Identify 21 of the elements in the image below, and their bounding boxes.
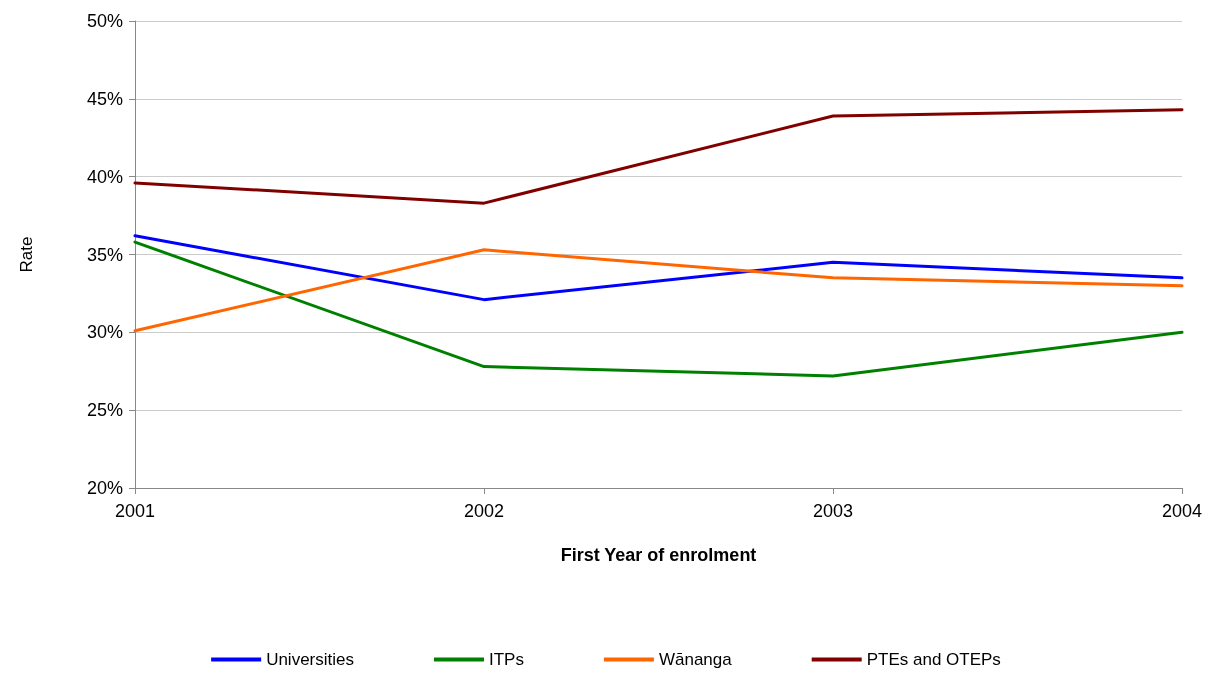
y-tick-label: 45% bbox=[86, 88, 123, 109]
line-series bbox=[133, 108, 1184, 205]
legend-label: Universities bbox=[266, 650, 354, 669]
x-axis-title: First Year of enrolment bbox=[560, 545, 757, 565]
line-series bbox=[133, 240, 1184, 378]
x-tick-label: 2004 bbox=[1161, 501, 1203, 521]
legend-label: ITPs bbox=[488, 650, 524, 669]
legend-label: PTEs and OTEPs bbox=[866, 650, 1001, 669]
y-tick-label: 40% bbox=[86, 166, 123, 187]
legend-label: Wānanga bbox=[658, 650, 733, 669]
y-tick-label: 20% bbox=[86, 478, 123, 498]
y-tick-label: 35% bbox=[86, 244, 123, 265]
line-series bbox=[133, 248, 1184, 333]
x-tick-label: 2001 bbox=[114, 501, 156, 521]
y-tick-label: 30% bbox=[86, 322, 123, 343]
y-tick-label: 50% bbox=[86, 11, 123, 31]
y-tick-label: 25% bbox=[86, 400, 123, 421]
line-series bbox=[133, 234, 1184, 302]
x-tick-label: 2003 bbox=[812, 501, 854, 521]
x-tick-label: 2002 bbox=[463, 501, 505, 521]
y-axis-title: Rate bbox=[17, 236, 36, 273]
